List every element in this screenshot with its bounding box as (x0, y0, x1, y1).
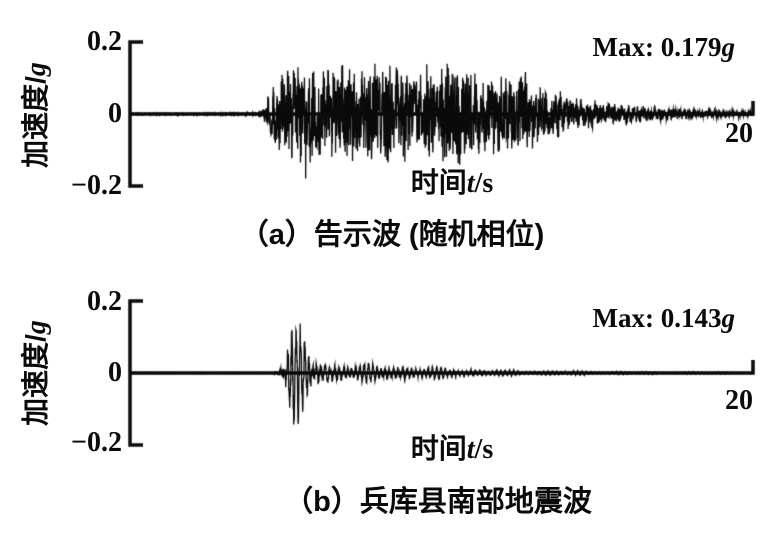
ytick-a-bottom: −0.2 (71, 170, 122, 201)
max-annotation-b-text: Max: 0.143 (592, 303, 722, 333)
max-annotation-a-unit: g (721, 32, 736, 62)
ytick-b-top: 0.2 (87, 286, 122, 317)
x-axis-label-b-unit: /s (474, 434, 494, 465)
x-axis-label-b-text: 时间 (410, 433, 467, 464)
x-axis-label-a: 时间t/s (352, 168, 552, 199)
x-axis-label-a-unit: /s (474, 168, 494, 199)
xtick-a-20: 20 (725, 118, 753, 149)
y-axis-label-b-text: 加速度/ (20, 334, 51, 426)
y-axis-label-a: 加速度/g (19, 35, 53, 195)
ytick-a-top: 0.2 (87, 26, 122, 57)
y-axis-label-a-text: 加速度/ (20, 76, 51, 168)
max-annotation-b-unit: g (721, 303, 736, 333)
y-axis-label-a-unit: g (21, 62, 52, 77)
caption-b: （b）兵库县南部地震波 (284, 486, 592, 518)
x-axis-label-a-var: t (466, 168, 475, 199)
ytick-b-bottom: −0.2 (71, 427, 122, 458)
y-axis-label-b-unit: g (21, 320, 52, 335)
max-annotation-a-text: Max: 0.179 (592, 32, 722, 62)
max-annotation-a: Max: 0.179g (490, 33, 735, 61)
ytick-a-zero: 0 (108, 98, 122, 129)
caption-a: （a）告示波 (随机相位) (239, 219, 545, 251)
y-axis-label-b: 加速度/g (19, 293, 53, 453)
max-annotation-b: Max: 0.143g (490, 304, 735, 332)
x-axis-label-b-var: t (466, 434, 475, 465)
x-axis-label-a-text: 时间 (410, 167, 467, 198)
xtick-b-20: 20 (725, 385, 753, 416)
x-axis-label-b: 时间t/s (352, 434, 552, 465)
ytick-b-zero: 0 (108, 357, 122, 388)
